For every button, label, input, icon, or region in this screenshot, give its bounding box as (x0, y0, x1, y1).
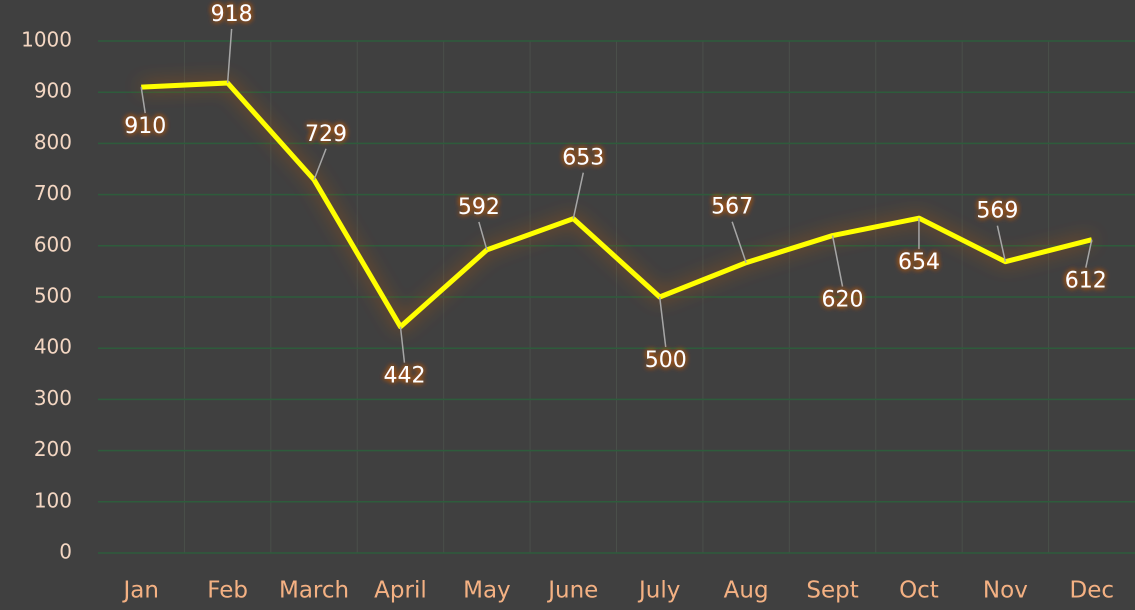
data-label: 620 (822, 288, 864, 313)
leader-line (313, 148, 327, 181)
x-tick-label: Dec (1070, 578, 1115, 604)
leader-line (1085, 239, 1093, 268)
x-tick-label: May (463, 578, 511, 604)
x-tick-label: Aug (724, 578, 769, 604)
leader-line (572, 172, 585, 219)
y-tick-label: 900 (34, 79, 72, 103)
y-tick-label: 600 (34, 232, 72, 256)
y-tick-label: 300 (34, 386, 72, 410)
x-tick-label: April (374, 578, 427, 604)
data-label: 567 (711, 195, 753, 220)
data-label: 592 (458, 195, 500, 220)
x-tick-label: March (279, 578, 349, 604)
leader-line (399, 326, 406, 363)
y-tick-label: 700 (34, 181, 72, 205)
y-tick-label: 500 (34, 284, 72, 308)
data-label: 654 (898, 250, 940, 275)
y-tick-label: 1000 (21, 28, 72, 52)
data-label: 910 (124, 114, 166, 139)
y-tick-label: 800 (34, 130, 72, 154)
data-label: 918 (211, 2, 253, 27)
leader-line (731, 221, 747, 263)
leader-line (658, 296, 667, 348)
x-tick-label: Jan (121, 578, 158, 604)
leader-line (996, 225, 1007, 262)
leader-line (478, 221, 488, 251)
x-tick-label: Sept (806, 578, 858, 604)
y-tick-label: 400 (34, 335, 72, 359)
y-tick-label: 200 (34, 437, 72, 461)
x-tick-label: Oct (899, 578, 939, 604)
line (141, 80, 1093, 330)
x-tick-label: July (637, 578, 680, 604)
x-tick-label: June (546, 578, 598, 604)
leader-line (226, 28, 233, 84)
y-tick-label: 0 (59, 540, 72, 564)
data-label: 442 (383, 364, 425, 389)
y-tick-label: 100 (34, 488, 72, 512)
data-label: 729 (305, 122, 347, 147)
data-label: 500 (645, 348, 687, 373)
data-label: 653 (562, 146, 604, 171)
x-tick-label: Feb (207, 578, 248, 604)
leader-line (831, 235, 844, 287)
data-label: 612 (1065, 269, 1107, 294)
leader-line (140, 86, 146, 114)
data-label: 569 (976, 199, 1018, 224)
x-tick-label: Nov (983, 578, 1028, 604)
